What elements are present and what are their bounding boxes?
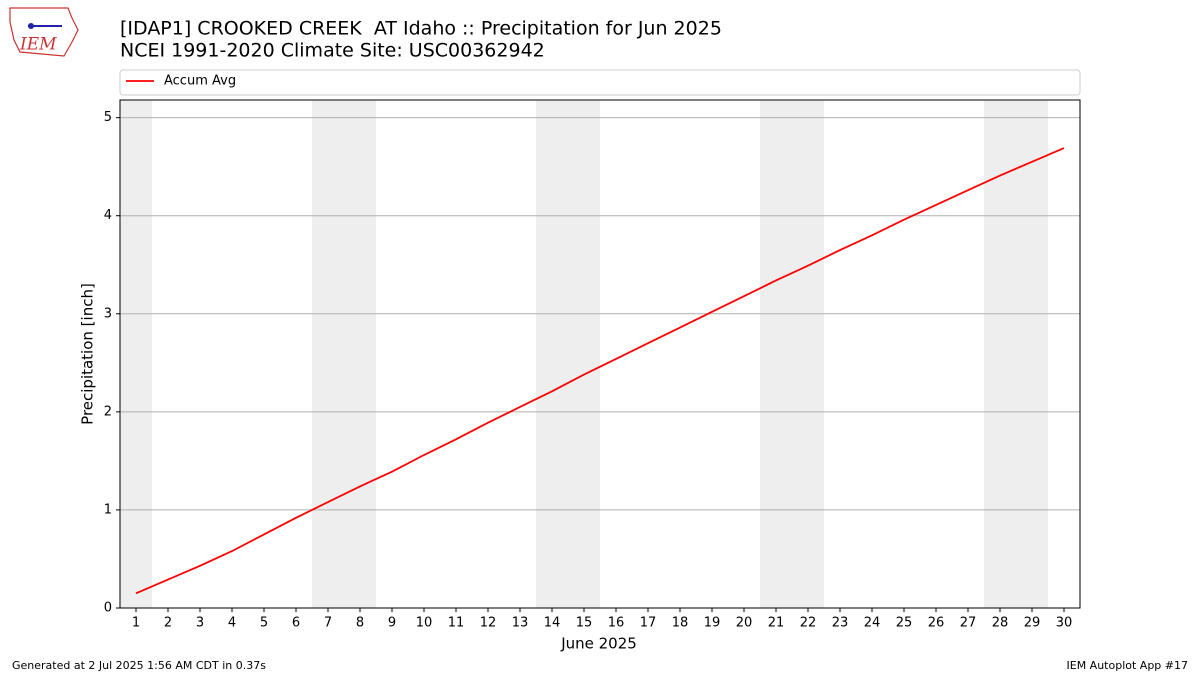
plot-frame xyxy=(119,99,1081,609)
x-tick-label: 3 xyxy=(196,616,204,631)
plot-area xyxy=(120,100,1080,609)
footer-right: IEM Autoplot App #17 xyxy=(1067,659,1189,672)
weekend-shade xyxy=(984,100,1016,608)
chart-subtitle: NCEI 1991-2020 Climate Site: USC00362942 xyxy=(120,40,545,62)
data-line xyxy=(135,147,1065,595)
x-tick-label: 7 xyxy=(324,616,332,631)
x-tick-label: 29 xyxy=(1024,616,1041,631)
weekend-shade xyxy=(792,100,824,608)
x-tick-label: 5 xyxy=(260,616,268,631)
y-axis-label: Precipitation [inch] xyxy=(79,283,97,425)
x-tick-label: 22 xyxy=(800,616,817,631)
weekend-shade xyxy=(760,100,792,608)
x-tick-label: 1 xyxy=(132,616,140,631)
weekend-shade xyxy=(536,100,568,608)
x-tick-label: 6 xyxy=(292,616,300,631)
x-tick-label: 4 xyxy=(228,616,236,631)
legend-box xyxy=(119,69,1081,96)
x-tick-label: 9 xyxy=(388,616,396,631)
weekend-shade xyxy=(568,100,600,608)
x-tick-label: 27 xyxy=(960,616,977,631)
weekend-shade xyxy=(312,100,344,608)
x-tick-label: 18 xyxy=(672,616,689,631)
logo: IEM xyxy=(9,7,79,57)
legend-label: Accum Avg xyxy=(164,74,236,89)
x-tick-label: 14 xyxy=(544,616,561,631)
x-tick-label: 19 xyxy=(704,616,721,631)
x-tick-label: 20 xyxy=(736,616,753,631)
weekend-shade xyxy=(344,100,376,608)
x-tick-label: 13 xyxy=(512,616,529,631)
x-tick-label: 8 xyxy=(356,616,364,631)
logo-text: IEM xyxy=(19,35,57,55)
y-tick-label: 5 xyxy=(104,110,112,125)
footer-left: Generated at 2 Jul 2025 1:56 AM CDT in 0… xyxy=(12,659,266,672)
x-tick-label: 28 xyxy=(992,616,1009,631)
x-tick-label: 30 xyxy=(1056,616,1073,631)
weekend-shade xyxy=(120,100,152,608)
x-tick-label: 25 xyxy=(896,616,913,631)
x-tick-label: 21 xyxy=(768,616,785,631)
x-tick-label: 15 xyxy=(576,616,593,631)
chart-title: [IDAP1] CROOKED CREEK AT Idaho :: Precip… xyxy=(120,18,722,40)
x-tick-label: 11 xyxy=(448,616,465,631)
x-tick-label: 10 xyxy=(416,616,433,631)
x-tick-label: 2 xyxy=(164,616,172,631)
x-tick-label: 17 xyxy=(640,616,657,631)
y-tick-label: 2 xyxy=(104,404,112,419)
weekend-shade xyxy=(1016,100,1048,608)
x-tick-label: 24 xyxy=(864,616,881,631)
y-tick-label: 0 xyxy=(104,601,112,616)
x-tick-label: 26 xyxy=(928,616,945,631)
x-tick-label: 16 xyxy=(608,616,625,631)
y-tick-label: 1 xyxy=(104,502,112,517)
y-tick-label: 3 xyxy=(104,306,112,321)
x-axis-label: June 2025 xyxy=(560,635,637,653)
x-tick-label: 12 xyxy=(480,616,497,631)
x-tick-label: 23 xyxy=(832,616,849,631)
y-tick-label: 4 xyxy=(104,208,112,223)
